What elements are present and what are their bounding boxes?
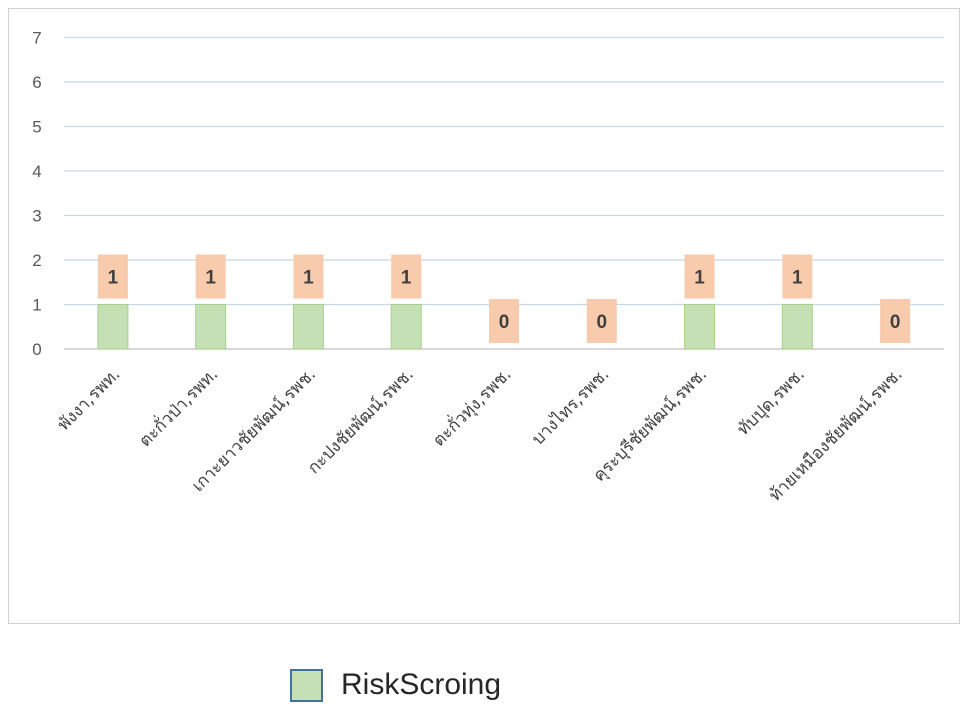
bar xyxy=(684,304,716,350)
data-label-text: 1 xyxy=(792,268,803,289)
data-labels: 1 1 1 1 0 0 1 1 0 xyxy=(97,254,911,343)
data-label: 0 xyxy=(880,299,911,343)
x-category-label: กะปงชัยพัฒน์,รพช. xyxy=(304,364,418,478)
bar xyxy=(390,304,422,350)
y-tick-label: 2 xyxy=(32,251,41,270)
legend: RiskScroing xyxy=(290,668,501,702)
data-label-box xyxy=(684,254,715,299)
y-tick-label: 7 xyxy=(32,29,41,48)
data-label: 1 xyxy=(684,254,715,299)
bar-chart: 0 1 2 3 4 5 6 7 1 1 1 1 0 0 1 1 0 พังงา,รพท. ตะกั่วป่า,ร… xyxy=(32,29,944,506)
y-tick-label: 0 xyxy=(32,340,41,359)
data-label-box xyxy=(391,254,422,299)
data-label-text: 0 xyxy=(499,312,510,333)
x-category-label: ตะกั่วป่า,รพท. xyxy=(133,362,222,451)
y-axis-ticks: 0 1 2 3 4 5 6 7 xyxy=(32,29,41,360)
data-label: 1 xyxy=(195,254,226,299)
data-label-text: 1 xyxy=(401,268,412,289)
y-tick-label: 4 xyxy=(32,162,41,181)
data-label-box xyxy=(489,299,519,343)
data-label-box xyxy=(97,254,128,299)
legend-label: RiskScroing xyxy=(341,668,502,701)
data-label: 1 xyxy=(782,254,813,299)
data-label-text: 1 xyxy=(108,268,119,289)
data-label-text: 1 xyxy=(205,268,216,289)
bar xyxy=(292,304,324,350)
legend-swatch xyxy=(290,668,323,702)
y-tick-label: 3 xyxy=(32,207,41,226)
data-label: 0 xyxy=(586,299,617,343)
y-tick-label: 1 xyxy=(32,296,41,315)
x-category-label: พังงา,รพท. xyxy=(54,364,125,435)
data-label: 1 xyxy=(97,254,128,299)
y-tick-label: 6 xyxy=(32,73,41,92)
data-label-box xyxy=(195,254,226,299)
data-label: 1 xyxy=(391,254,422,299)
data-label-text: 0 xyxy=(890,312,901,333)
bar xyxy=(97,304,129,350)
data-label-text: 1 xyxy=(694,268,705,289)
x-category-label: ทับปุด,รพช. xyxy=(734,364,809,439)
data-label-text: 0 xyxy=(596,312,607,333)
data-label-box xyxy=(782,254,813,299)
bar xyxy=(781,304,813,350)
chart-area: 0 1 2 3 4 5 6 7 1 1 1 1 0 0 1 1 0 พังงา,รพท. ตะกั่วป่า,ร… xyxy=(8,8,960,624)
x-category-label: บางไทร,รพช. xyxy=(528,364,614,450)
x-category-label: ตะกั่วทุ่ง,รพช. xyxy=(427,362,516,451)
data-label-box xyxy=(586,299,617,343)
bar xyxy=(195,304,227,350)
y-tick-label: 5 xyxy=(32,118,41,137)
bars xyxy=(97,304,813,350)
data-label: 1 xyxy=(293,254,324,299)
data-label-box xyxy=(293,254,324,299)
data-label-text: 1 xyxy=(303,268,314,289)
x-axis-categories: พังงา,รพท. ตะกั่วป่า,รพท.เกาะยาวชัยพัฒน์,… xyxy=(54,362,907,505)
data-label: 0 xyxy=(489,299,519,343)
data-label-box xyxy=(880,299,911,343)
